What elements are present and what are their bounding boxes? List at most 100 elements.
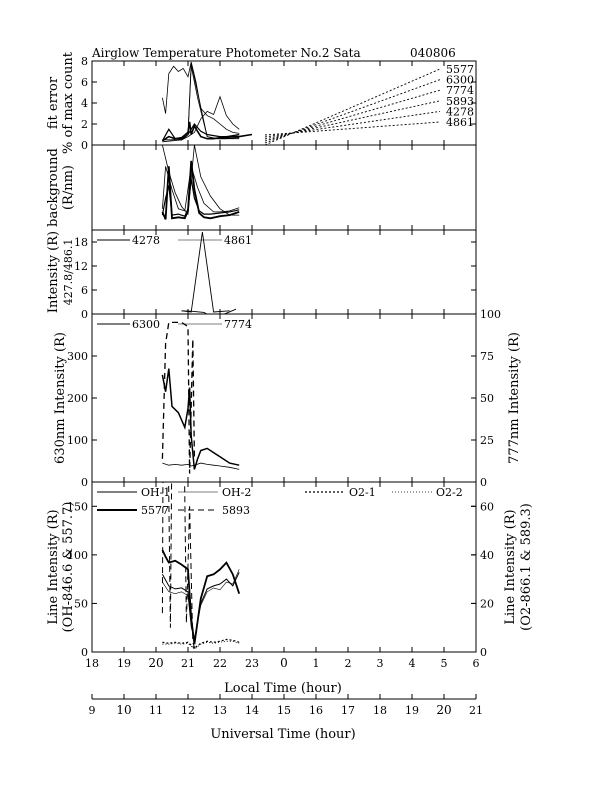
y-axis-label: Intensity (R) — [46, 231, 61, 313]
y-axis-sublabel: % of max count — [61, 51, 76, 154]
series-line-5893 — [161, 122, 240, 142]
series-line-5893 — [161, 482, 197, 652]
axis-tick-label: 0 — [280, 656, 288, 670]
y-right-tick-label: 25 — [480, 434, 494, 447]
y-tick-label: 100 — [67, 434, 88, 447]
y-right-tick-label: 0 — [480, 646, 487, 659]
y-right-axis-label: Line Intensity (R) — [503, 509, 518, 624]
legend-label: 7774 — [224, 318, 252, 331]
axis-tick-label: 1 — [313, 657, 320, 670]
fit-error-leader-line — [264, 79, 441, 144]
y-tick-label: 150 — [67, 500, 88, 513]
fit-error-legend-label: 5577 — [446, 63, 474, 76]
axis-tick-label: 16 — [309, 704, 323, 717]
universal-time-label: Universal Time (hour) — [210, 727, 355, 742]
axis-tick-label: 6 — [473, 657, 480, 670]
y-axis-label: fit error — [46, 76, 61, 129]
y-right-tick-label: 100 — [480, 308, 501, 321]
legend-label: O2-2 — [436, 486, 463, 499]
y-right-axis-label: 777nm Intensity (R) — [507, 332, 522, 464]
series-line-4278 — [181, 231, 230, 313]
series-group — [161, 145, 240, 220]
series-line-OH-2 — [162, 569, 240, 639]
fit-error-legend-label: 4861 — [446, 116, 474, 129]
series-line-7774 — [162, 95, 240, 143]
y-tick-label: 2 — [81, 118, 88, 131]
axis-tick-label: 15 — [277, 704, 291, 717]
y-tick-label: 50 — [74, 597, 88, 610]
y-right-tick-label: 0 — [480, 476, 487, 489]
legend-label: 5893 — [222, 504, 250, 517]
series-line-4278 — [162, 63, 240, 141]
axis-tick-label: 9 — [89, 704, 96, 717]
axis-tick-label: 21 — [181, 657, 195, 670]
series-line-6300 — [162, 61, 240, 134]
series-line-O2-2 — [162, 640, 240, 650]
series-line-7774 — [161, 321, 196, 474]
y-tick-label: 200 — [67, 392, 88, 405]
legend-label: 4861 — [224, 234, 252, 247]
y-right-axis-sublabel: (O2-866.1 & 589.3) — [519, 503, 534, 631]
y-tick-label: 0 — [81, 646, 88, 659]
axis-tick-label: 21 — [469, 704, 483, 717]
axis-tick-label: 12 — [181, 704, 195, 717]
series-line-bg-2 — [161, 178, 240, 217]
y-axis-label: background — [46, 148, 61, 227]
series-line-6300-est — [162, 462, 240, 470]
y-right-tick-label: 60 — [480, 500, 494, 513]
y-tick-label: 0 — [81, 476, 88, 489]
axis-tick-label: 20 — [436, 703, 451, 717]
axis-tick-label: 18 — [373, 704, 387, 717]
y-tick-label: 300 — [67, 350, 88, 363]
series-group — [161, 61, 253, 143]
panel-frame — [91, 144, 477, 231]
axis-tick-label: 19 — [405, 704, 419, 717]
local-time-axis: Local Time (hour) 18 19 20 21 22 23 0 1 2 3 4 5 6 — [85, 647, 480, 696]
local-time-label: Local Time (hour) — [224, 681, 342, 696]
axis-tick-label: 11 — [149, 704, 163, 717]
axis-tick-label: 20 — [148, 656, 163, 670]
y-tick-label: 12 — [74, 260, 88, 273]
series-line-bg-4 — [162, 145, 240, 216]
fit-error-legend-label: 6300 — [446, 74, 474, 87]
axis-tick-label: 13 — [213, 704, 227, 717]
y-tick-label: 0 — [81, 308, 88, 321]
series-group — [181, 231, 237, 314]
y-tick-label: 0 — [81, 139, 88, 152]
universal-time-axis: Universal Time (hour) 9 10 11 12 13 14 15 16 17 1… — [89, 694, 483, 742]
y-axis-label: 630nm Intensity (R) — [53, 332, 68, 464]
fit-error-legend-label: 5893 — [446, 95, 474, 108]
y-right-tick-label: 50 — [480, 392, 494, 405]
y-right-tick-label: 20 — [480, 597, 494, 610]
fit-error-leader-line — [264, 68, 441, 146]
legend-label: OH-2 — [222, 486, 251, 499]
figure-title: Airglow Temperature Photometer No.2 Sata — [91, 46, 361, 60]
series-line-5577 — [161, 549, 241, 645]
legend-label: O2-1 — [349, 486, 376, 499]
fit-error-legend-label: 7774 — [446, 84, 474, 97]
axis-tick-label: 17 — [341, 704, 355, 717]
y-axis-sublabel: 427.8/486.1 — [62, 239, 75, 306]
series-line-4861 — [181, 66, 240, 141]
y-tick-label: 18 — [74, 236, 88, 249]
y-right-tick-label: 75 — [480, 350, 494, 363]
legend-label: 6300 — [132, 318, 160, 331]
y-tick-label: 6 — [81, 76, 88, 89]
series-group — [161, 482, 241, 652]
y-tick-label: 8 — [81, 55, 88, 68]
series-line-O2-1 — [162, 638, 240, 649]
y-axis-sublabel: (R/nm) — [61, 165, 76, 210]
series-group — [161, 321, 240, 474]
panel-background: background (R/nm) — [46, 144, 477, 231]
axis-tick-label: 3 — [377, 657, 384, 670]
fit-error-leader-line — [264, 121, 441, 136]
y-right-tick-label: 40 — [480, 549, 494, 562]
y-axis-sublabel: (OH-846.6 & 557.7) — [61, 502, 76, 633]
panel-frame — [91, 60, 477, 146]
axis-tick-label: 23 — [245, 657, 259, 670]
y-tick-label: 100 — [67, 549, 88, 562]
panel-intensity-4278-4861: 0 6 12 18 Intensity (R) 427.8/486.1 4278 4861 — [46, 229, 477, 321]
axis-tick-label: 22 — [213, 657, 227, 670]
